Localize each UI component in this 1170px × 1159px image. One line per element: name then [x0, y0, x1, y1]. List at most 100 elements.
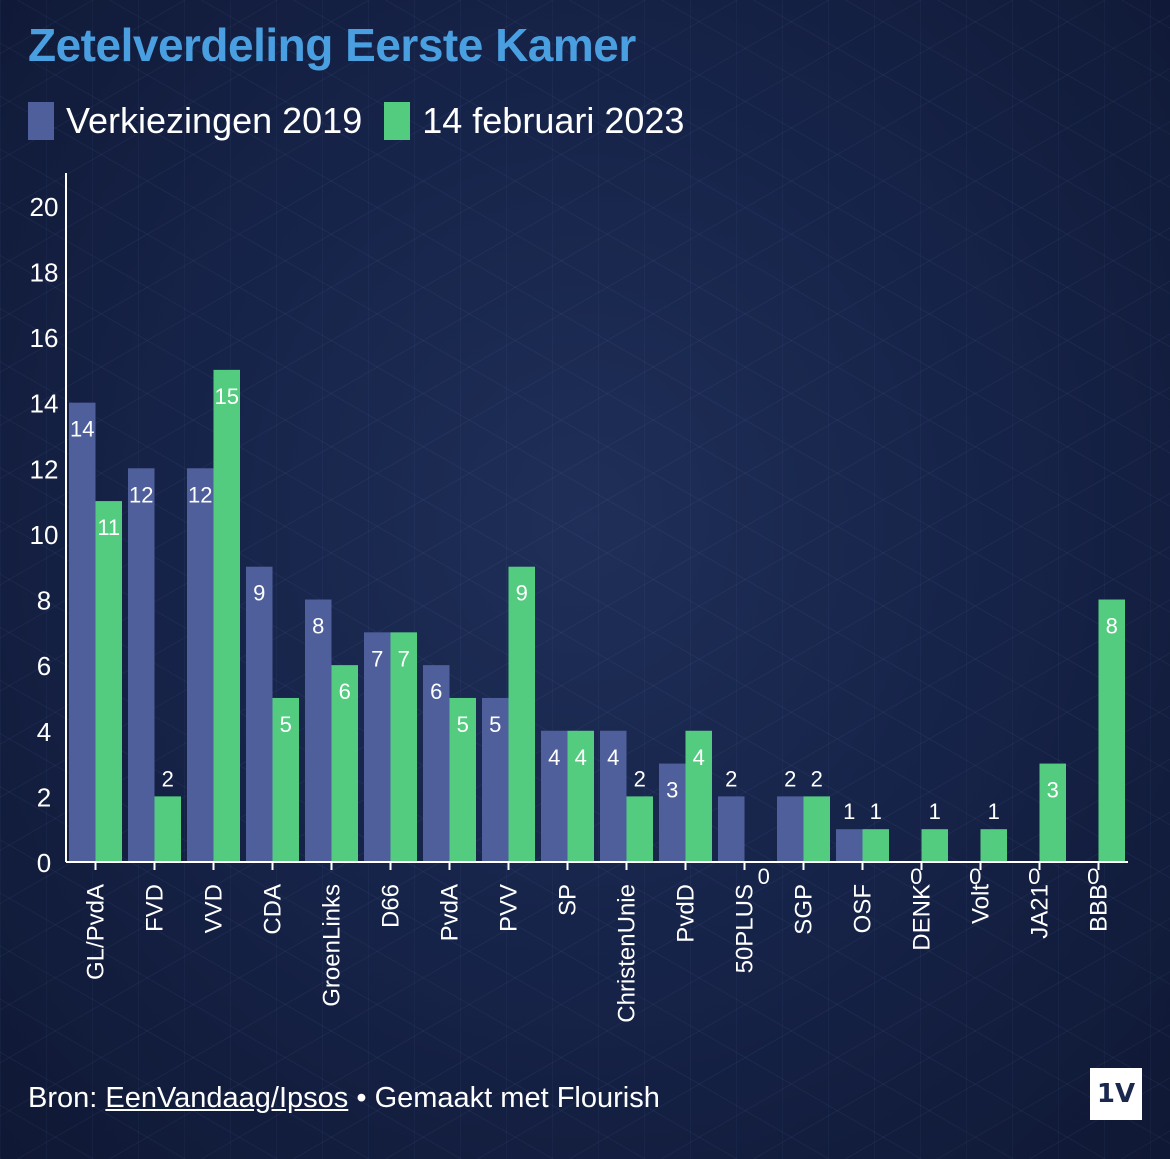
bar [390, 632, 417, 862]
footer-prefix: Bron: [28, 1082, 106, 1114]
x-tick-label: D66 [378, 884, 405, 928]
x-tick-label: GroenLinks [319, 884, 346, 1007]
x-tick-label: CDA [260, 884, 287, 935]
bar [213, 369, 240, 862]
bar [187, 468, 214, 862]
bar-value-label: 0 [1028, 864, 1040, 889]
bar-value-label: 9 [253, 581, 265, 606]
bar [69, 402, 96, 862]
bar-value-label: 4 [607, 745, 619, 770]
x-tick-label: FVD [142, 884, 169, 932]
legend-label-2019: Verkiezingen 2019 [66, 100, 363, 141]
x-tick-label: GL/PvdA [83, 884, 110, 980]
y-tick-label: 16 [30, 323, 59, 353]
x-tick-label: SGP [791, 884, 818, 935]
bar [364, 632, 391, 862]
legend-swatch-2019 [28, 102, 54, 140]
bar-value-label: 1 [843, 799, 855, 824]
bar-value-label: 1 [988, 799, 1000, 824]
x-tick-label: DENK [909, 884, 936, 951]
bar-value-label: 7 [398, 646, 410, 671]
y-tick-label: 4 [37, 717, 51, 747]
bar [685, 730, 712, 862]
bar [836, 829, 863, 862]
x-tick-label: VVD [201, 884, 228, 933]
bar [567, 730, 594, 862]
bar-value-label: 12 [188, 482, 212, 507]
y-tick-label: 10 [30, 520, 59, 550]
bar [508, 566, 535, 862]
bar-value-label: 8 [312, 614, 324, 639]
bar-value-label: 4 [575, 745, 587, 770]
footer-suffix: • Gemaakt met Flourish [348, 1082, 660, 1114]
bar [272, 697, 299, 862]
y-tick-label: 12 [30, 454, 59, 484]
bar [482, 697, 509, 862]
bar-value-label: 7 [371, 646, 383, 671]
bar [423, 665, 450, 862]
x-tick-label: PvdA [437, 884, 464, 941]
bar [154, 796, 181, 862]
bar [331, 665, 358, 862]
bar-value-label: 12 [129, 482, 153, 507]
legend: Verkiezingen 2019 14 februari 2023 [28, 100, 706, 142]
bar [1098, 599, 1125, 862]
legend-swatch-2023 [384, 102, 411, 140]
bar-value-label: 3 [1047, 778, 1059, 803]
bar [95, 501, 122, 862]
bar-value-label: 5 [280, 712, 292, 737]
bar-value-label: 9 [516, 581, 528, 606]
bar-value-label: 5 [489, 712, 501, 737]
y-tick-label: 20 [30, 192, 59, 222]
bar [718, 796, 745, 862]
bar-value-label: 4 [548, 745, 560, 770]
x-tick-label: OSF [850, 884, 877, 933]
y-tick-label: 8 [37, 586, 51, 616]
bar-value-label: 4 [693, 745, 705, 770]
bar [803, 796, 830, 862]
x-tick-label: 50PLUS [732, 884, 759, 973]
bar-value-label: 3 [666, 778, 678, 803]
bar [659, 763, 686, 862]
bar [1039, 763, 1066, 862]
x-tick-label: PVV [496, 884, 523, 932]
bar-value-label: 11 [97, 515, 120, 540]
bar-value-label: 5 [457, 712, 469, 737]
bar [246, 566, 273, 862]
bar [305, 599, 332, 862]
bar-value-label: 6 [339, 679, 351, 704]
chart-title: Zetelverdeling Eerste Kamer [28, 19, 636, 71]
legend-item-2023[interactable]: 14 februari 2023 [384, 100, 684, 142]
y-tick-label: 6 [37, 651, 51, 681]
bar-value-label: 2 [725, 766, 737, 791]
y-tick-label: 0 [37, 848, 51, 878]
bar-value-label: 0 [910, 864, 922, 889]
source-link[interactable]: EenVandaag/Ipsos [105, 1082, 349, 1114]
bar [600, 730, 627, 862]
y-tick-label: 18 [30, 257, 59, 287]
bar-value-label: 2 [634, 766, 646, 791]
bar-value-label: 1 [929, 799, 941, 824]
bar-value-label: 0 [758, 864, 770, 889]
bar-value-label: 14 [70, 417, 94, 442]
footer: Bron: EenVandaag/Ipsos • Gemaakt met Flo… [28, 1082, 660, 1115]
y-tick-label: 2 [37, 782, 51, 812]
x-tick-label: BBB [1086, 884, 1113, 932]
legend-item-2019[interactable]: Verkiezingen 2019 [28, 100, 362, 142]
bar-value-label: 1 [870, 799, 882, 824]
bar-value-label: 0 [969, 864, 981, 889]
bar [449, 697, 476, 862]
x-tick-label: ChristenUnie [614, 884, 641, 1023]
legend-label-2023: 14 februari 2023 [422, 100, 685, 141]
bar-value-label: 6 [430, 679, 442, 704]
bar [626, 796, 653, 862]
x-tick-label: Volt [968, 884, 995, 924]
bar [777, 796, 804, 862]
bar [541, 730, 568, 862]
bar-value-label: 8 [1106, 614, 1118, 639]
eenvandaag-logo[interactable]: 1V [1090, 1068, 1142, 1120]
x-tick-label: JA21 [1027, 884, 1054, 939]
x-tick-label: SP [555, 884, 582, 916]
bar [980, 829, 1007, 862]
bar [862, 829, 889, 862]
